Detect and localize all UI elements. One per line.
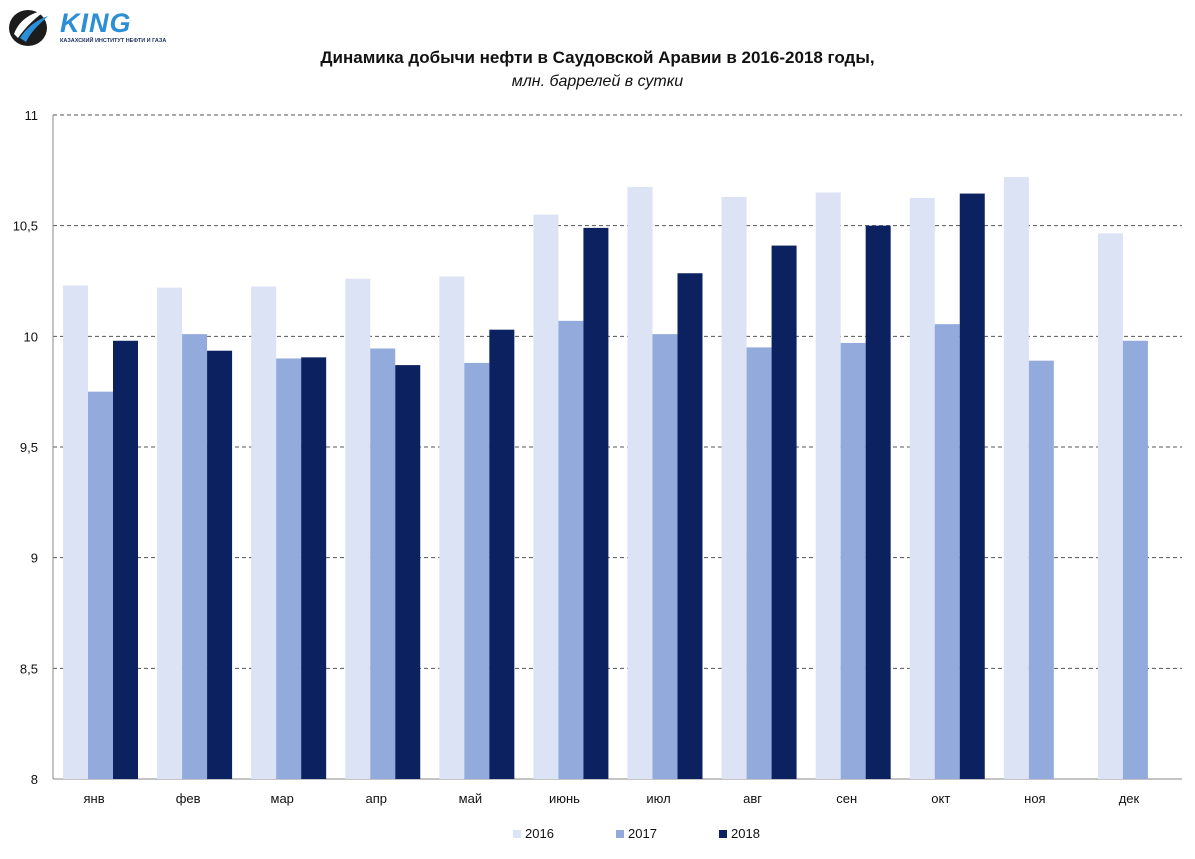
x-tick-label: июнь [549, 791, 580, 806]
bar-2017-июл [652, 334, 678, 779]
bar-2018-окт [959, 193, 985, 779]
y-tick-label: 9,5 [20, 440, 38, 455]
x-tick-label: апр [366, 791, 388, 806]
x-tick-label: май [459, 791, 482, 806]
bar-2018-июнь [583, 227, 609, 779]
bar-2018-апр [395, 365, 421, 779]
legend-item-2017: 2017 [616, 826, 657, 841]
x-tick-label: дек [1119, 791, 1140, 806]
x-tick-label: авг [743, 791, 762, 806]
logo-name: KING [60, 8, 132, 38]
x-tick-label: ноя [1024, 791, 1045, 806]
bar-2017-авг [746, 347, 772, 779]
bar-2016-май [439, 276, 465, 779]
bar-2016-сен [815, 192, 841, 779]
bar-2017-дек [1122, 340, 1148, 779]
y-tick-label: 10,5 [13, 219, 38, 234]
bar-2016-янв [63, 285, 88, 779]
bar-2018-мар [301, 357, 327, 779]
bar-2018-сен [865, 225, 891, 779]
x-tick-label: фев [176, 791, 201, 806]
y-tick-label: 10 [24, 329, 38, 344]
bar-2016-апр [345, 278, 371, 779]
bar-2017-сен [840, 342, 866, 779]
oil-drop-logo-icon [9, 10, 48, 46]
bar-2017-ноя [1028, 360, 1054, 779]
bar-2017-янв [88, 391, 113, 779]
legend-item-2016: 2016 [513, 826, 554, 841]
bar-2017-июнь [558, 320, 584, 779]
bar-2018-июл [677, 273, 703, 779]
legend-swatch [513, 829, 521, 838]
chart-title: Динамика добычи нефти в Саудовской Арави… [320, 48, 875, 67]
bar-2016-дек [1097, 233, 1123, 779]
bar-2018-май [489, 329, 515, 779]
x-tick-label: сен [836, 791, 857, 806]
bar-2016-окт [909, 198, 935, 779]
bar-2017-окт [934, 324, 960, 779]
x-tick-label: янв [83, 791, 104, 806]
bar-2017-мар [276, 358, 302, 779]
bar-2016-июл [627, 186, 653, 779]
y-tick-label: 9 [31, 551, 38, 566]
y-tick-label: 8,5 [20, 661, 38, 676]
legend-swatch [719, 829, 727, 838]
logo-subtitle: КАЗАХСКИЙ ИНСТИТУТ НЕФТИ И ГАЗА [60, 38, 167, 44]
bar-2016-ноя [1003, 176, 1029, 779]
y-tick-label: 11 [25, 108, 39, 123]
legend-item-2018: 2018 [719, 826, 760, 841]
legend-label: 2016 [525, 826, 554, 841]
bar-2017-фев [182, 334, 208, 779]
bar-2016-мар [251, 286, 277, 779]
bar-2016-июнь [533, 214, 559, 780]
bar-2016-фев [157, 287, 183, 779]
bar-2017-май [464, 362, 490, 779]
bar-2018-авг [771, 245, 797, 779]
bar-2016-авг [721, 196, 747, 780]
bar-2018-янв [113, 340, 138, 779]
bar-2017-апр [370, 348, 396, 779]
king-logo: KING КАЗАХСКИЙ ИНСТИТУТ НЕФТИ И ГАЗА [6, 4, 186, 48]
legend-label: 2018 [731, 826, 760, 841]
legend-swatch [616, 829, 624, 838]
x-tick-label: мар [271, 791, 294, 806]
x-tick-label: июл [646, 791, 670, 806]
x-tick-label: окт [931, 791, 950, 806]
bar-2018-фев [207, 350, 233, 779]
chart-subtitle: млн. баррелей в сутки [511, 73, 684, 90]
y-tick-label: 8 [31, 772, 38, 787]
legend-label: 2017 [628, 826, 657, 841]
